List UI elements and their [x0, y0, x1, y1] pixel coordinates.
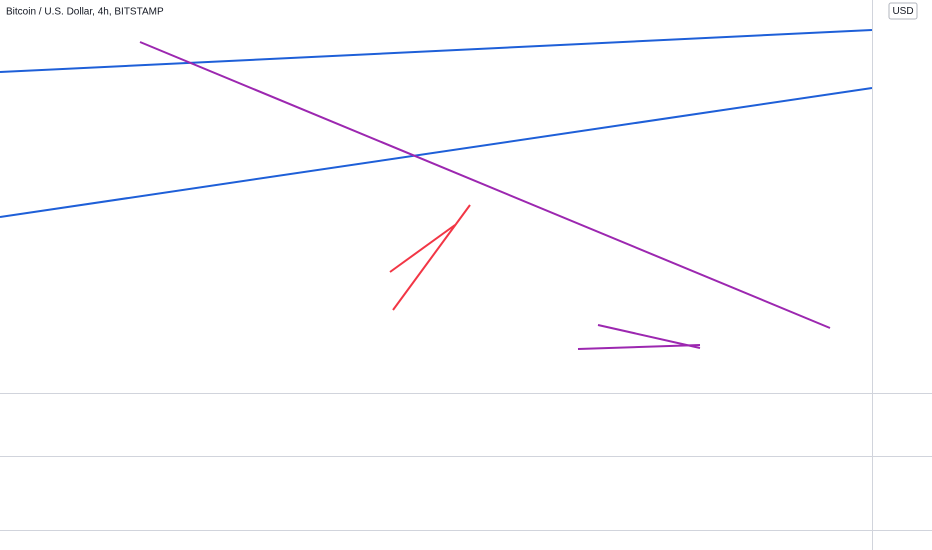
drawings	[0, 29, 873, 350]
chart-title: Bitcoin / U.S. Dollar, 4h, BITSTAMP	[6, 7, 164, 18]
trend-line	[597, 324, 701, 349]
trend-line	[139, 41, 831, 329]
currency: USD	[892, 6, 913, 17]
trend-line	[0, 87, 873, 218]
trend-line	[0, 29, 873, 73]
channel-line	[389, 224, 456, 273]
title-bg	[4, 4, 254, 20]
channel-line	[392, 204, 471, 311]
currency-badge	[888, 2, 918, 20]
trend-line	[577, 344, 701, 350]
